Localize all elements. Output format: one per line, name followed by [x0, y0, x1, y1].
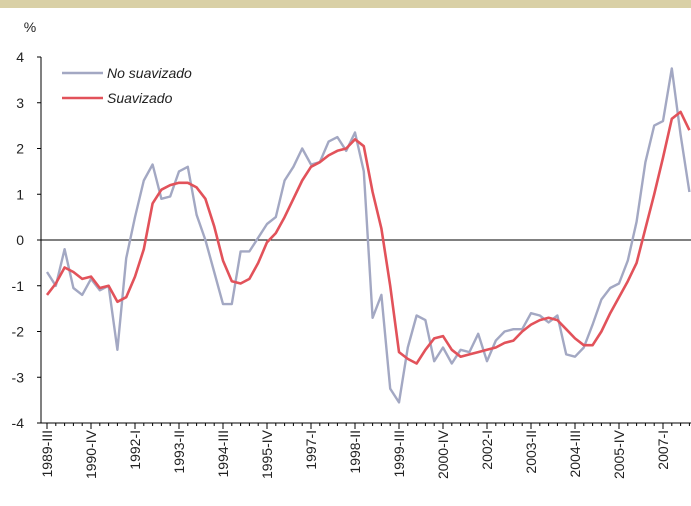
- x-tick-label: 1993-II: [171, 430, 187, 474]
- top-band: [0, 0, 691, 8]
- legend-label: Suavizado: [107, 90, 173, 106]
- y-tick-label: -4: [12, 415, 25, 431]
- y-tick-label: -2: [12, 324, 25, 340]
- y-tick-label: 3: [16, 95, 24, 111]
- series-line: [45, 110, 691, 365]
- y-tick-label: 2: [16, 141, 24, 157]
- x-tick-label: 2000-IV: [435, 429, 451, 479]
- y-tick-label: 0: [16, 232, 24, 248]
- x-tick-label: 1995-IV: [259, 429, 275, 479]
- x-tick-label: 2007-I: [655, 430, 671, 470]
- x-tick-label: 1998-II: [347, 430, 363, 474]
- series-line: [45, 67, 691, 404]
- x-tick-label: 1997-I: [303, 430, 319, 470]
- y-tick-label: 1: [16, 186, 24, 202]
- x-tick-label: 1999-III: [391, 430, 407, 477]
- x-tick-label: 1990-IV: [83, 429, 99, 479]
- legend-label: No suavizado: [107, 65, 192, 81]
- x-tick-label: 2003-II: [523, 430, 539, 474]
- x-tick-label: 1989-III: [39, 430, 55, 477]
- x-tick-label: 1992-I: [127, 430, 143, 470]
- y-axis-label: %: [24, 19, 36, 35]
- x-tick-label: 2002-I: [479, 430, 495, 470]
- x-tick-label: 2004-III: [567, 430, 583, 477]
- y-tick-label: 4: [16, 49, 24, 65]
- y-tick-label: -1: [12, 278, 25, 294]
- y-tick-label: -3: [12, 369, 25, 385]
- x-tick-label: 1994-III: [215, 430, 231, 477]
- x-tick-label: 2005-IV: [611, 429, 627, 479]
